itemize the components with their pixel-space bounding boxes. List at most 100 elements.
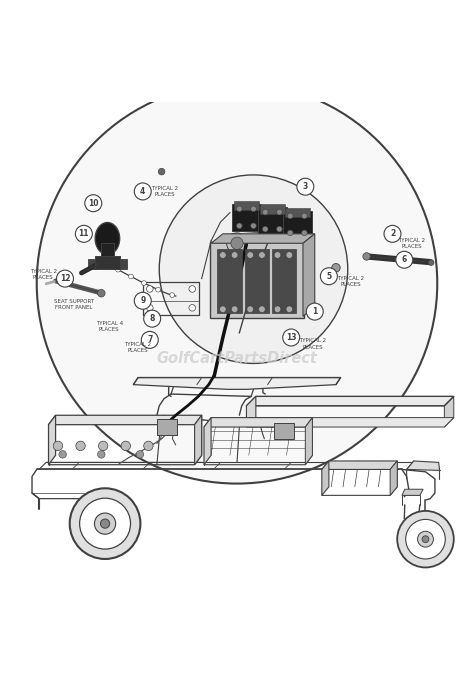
Circle shape <box>259 252 265 259</box>
FancyBboxPatch shape <box>95 256 120 269</box>
FancyBboxPatch shape <box>101 243 114 258</box>
Circle shape <box>100 519 109 529</box>
Circle shape <box>263 226 268 232</box>
Text: TYPICAL 4
PLACES: TYPICAL 4 PLACES <box>96 321 123 332</box>
Circle shape <box>134 292 151 309</box>
Circle shape <box>70 488 140 559</box>
Text: SEAT SUPPORT
FRONT PANEL: SEAT SUPPORT FRONT PANEL <box>54 299 94 310</box>
Circle shape <box>274 252 281 259</box>
Text: TYPICAL 2
PLACES: TYPICAL 2 PLACES <box>299 338 326 350</box>
Polygon shape <box>48 415 55 464</box>
Polygon shape <box>444 396 454 427</box>
Circle shape <box>80 498 130 549</box>
Text: 5: 5 <box>326 272 331 281</box>
Circle shape <box>320 268 337 285</box>
Text: TYPICAL 2
PLACES: TYPICAL 2 PLACES <box>337 276 365 288</box>
FancyBboxPatch shape <box>283 211 312 238</box>
Text: TYPICAL 2
PLACES: TYPICAL 2 PLACES <box>125 342 152 353</box>
Circle shape <box>422 536 429 543</box>
Circle shape <box>146 286 153 292</box>
Circle shape <box>406 519 445 559</box>
Circle shape <box>247 306 254 313</box>
FancyBboxPatch shape <box>157 418 177 435</box>
Circle shape <box>142 281 146 286</box>
Circle shape <box>428 260 434 265</box>
FancyBboxPatch shape <box>258 207 287 234</box>
Circle shape <box>158 168 165 175</box>
Polygon shape <box>133 377 341 389</box>
Circle shape <box>75 225 92 242</box>
Polygon shape <box>322 461 329 495</box>
Text: GolfCartPartsDirect: GolfCartPartsDirect <box>156 351 318 367</box>
Ellipse shape <box>95 223 119 254</box>
FancyBboxPatch shape <box>88 259 97 269</box>
Text: 7: 7 <box>147 335 153 344</box>
Circle shape <box>59 451 66 458</box>
Circle shape <box>274 306 281 313</box>
Circle shape <box>159 175 348 363</box>
Text: 6: 6 <box>401 255 407 264</box>
Circle shape <box>146 304 153 311</box>
Circle shape <box>283 329 300 346</box>
Circle shape <box>121 441 130 451</box>
Text: 13: 13 <box>286 333 296 342</box>
Circle shape <box>286 252 292 259</box>
Circle shape <box>287 230 293 236</box>
Circle shape <box>384 225 401 242</box>
Polygon shape <box>204 418 312 427</box>
Circle shape <box>263 209 268 215</box>
Polygon shape <box>390 461 397 495</box>
FancyBboxPatch shape <box>274 423 293 439</box>
FancyBboxPatch shape <box>217 249 242 313</box>
FancyBboxPatch shape <box>245 249 269 313</box>
Text: 1: 1 <box>312 307 318 316</box>
Circle shape <box>94 513 116 534</box>
Polygon shape <box>48 415 201 425</box>
Text: TYPICAL 2
PLACES: TYPICAL 2 PLACES <box>398 238 425 249</box>
Text: TYPICAL 2
PLACES: TYPICAL 2 PLACES <box>30 269 57 280</box>
Polygon shape <box>303 234 315 317</box>
Polygon shape <box>246 418 454 427</box>
Circle shape <box>231 306 238 313</box>
Circle shape <box>237 223 242 229</box>
Circle shape <box>306 303 323 320</box>
Circle shape <box>98 451 105 458</box>
Polygon shape <box>211 234 315 243</box>
Circle shape <box>76 441 85 451</box>
Text: 2: 2 <box>390 230 395 238</box>
Circle shape <box>277 209 282 215</box>
Circle shape <box>85 194 102 212</box>
Text: 4: 4 <box>140 187 146 196</box>
Circle shape <box>36 83 438 483</box>
Circle shape <box>98 290 105 297</box>
Circle shape <box>231 237 243 249</box>
Circle shape <box>128 274 133 279</box>
Text: 10: 10 <box>88 198 99 208</box>
Circle shape <box>56 270 73 287</box>
Circle shape <box>53 441 63 451</box>
Circle shape <box>189 286 196 292</box>
Text: TYPICAL 2
PLACES: TYPICAL 2 PLACES <box>151 186 178 197</box>
Circle shape <box>332 263 340 272</box>
Polygon shape <box>322 461 397 469</box>
Circle shape <box>259 306 265 313</box>
FancyBboxPatch shape <box>118 259 127 269</box>
Circle shape <box>301 230 307 236</box>
Circle shape <box>397 511 454 568</box>
Text: 8: 8 <box>149 314 155 323</box>
Polygon shape <box>402 489 423 495</box>
Circle shape <box>247 252 254 259</box>
Circle shape <box>287 213 293 219</box>
Circle shape <box>219 306 226 313</box>
FancyBboxPatch shape <box>284 208 310 217</box>
FancyBboxPatch shape <box>272 249 296 313</box>
FancyBboxPatch shape <box>210 242 304 318</box>
Polygon shape <box>246 396 256 427</box>
Circle shape <box>237 206 242 212</box>
Circle shape <box>116 267 120 272</box>
Circle shape <box>144 310 161 327</box>
Circle shape <box>170 293 174 298</box>
Circle shape <box>286 306 292 313</box>
Circle shape <box>277 226 282 232</box>
Circle shape <box>219 252 226 259</box>
